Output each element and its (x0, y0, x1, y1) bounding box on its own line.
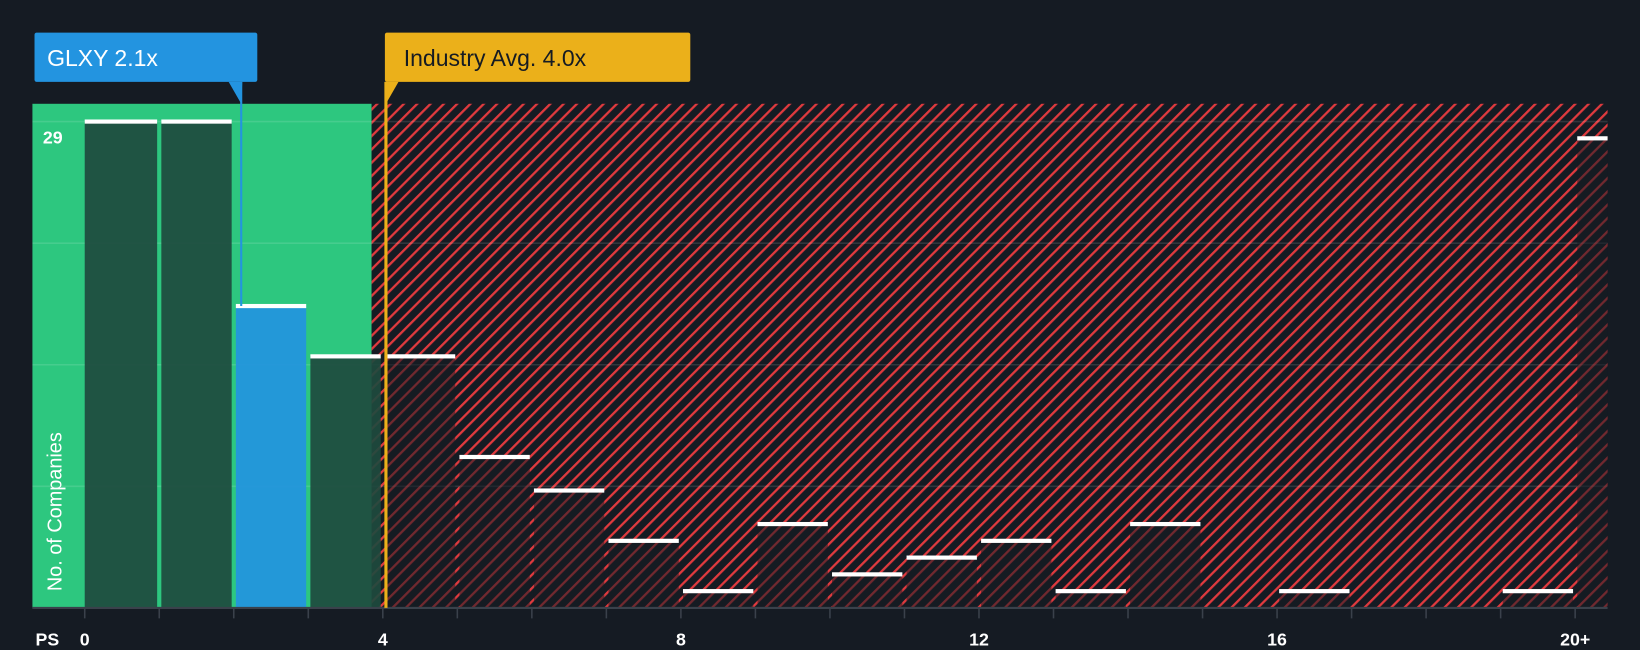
histogram-bar (906, 557, 977, 608)
histogram-bar (1055, 591, 1126, 608)
histogram-bar (459, 456, 530, 608)
y-axis-label: No. of Companies (45, 432, 67, 591)
histogram-bar (832, 574, 903, 608)
bar-cap (906, 555, 977, 560)
histogram-bar (1279, 591, 1350, 608)
bar-cap (533, 488, 605, 493)
bar-cap (235, 303, 307, 309)
histogram-bar (682, 591, 754, 608)
bar-cap (608, 538, 679, 543)
histogram-bar (533, 490, 605, 608)
x-tick-label: 16 (1267, 630, 1287, 650)
histogram-bar (757, 524, 828, 608)
histogram-bar (84, 121, 158, 608)
histogram-bar (1502, 591, 1574, 608)
histogram-bar (608, 540, 679, 608)
industry-marker: Industry Avg. 4.0x (384, 32, 691, 608)
y-tick-label: 29 (43, 128, 63, 148)
bar-cap (1055, 589, 1126, 594)
bar-cap (384, 354, 456, 359)
bar-cap (310, 354, 381, 359)
bar-cap (1279, 589, 1350, 594)
bar-cap (832, 572, 903, 577)
x-axis-label: PS (36, 630, 60, 650)
bar-cap (981, 538, 1052, 543)
histogram-bar (1577, 138, 1608, 608)
histogram-bar (1130, 524, 1201, 608)
bar-cap (1130, 521, 1201, 527)
histogram-bar (161, 121, 232, 608)
industry-label: Industry Avg. 4.0x (404, 45, 587, 71)
bar-cap (459, 454, 530, 460)
bars (84, 119, 1608, 608)
histogram-bar (310, 356, 381, 608)
company-label: GLXY 2.1x (47, 45, 158, 71)
x-tick-label: 8 (676, 630, 686, 650)
bar-cap (757, 521, 828, 527)
x-tick-label: 20+ (1560, 630, 1590, 650)
histogram-bar (384, 356, 456, 608)
bar-cap (1502, 589, 1574, 594)
x-tick-label: 0 (80, 630, 90, 650)
histogram-bar (235, 306, 307, 608)
histogram-bar (981, 540, 1052, 608)
bar-cap (161, 119, 232, 124)
bar-cap (682, 589, 754, 594)
bar-cap (1577, 136, 1608, 141)
bar-cap (84, 119, 158, 124)
x-tick-label: 4 (378, 630, 388, 650)
company-marker: GLXY 2.1x (34, 32, 258, 307)
x-ticks (83, 607, 1576, 619)
x-tick-label: 12 (969, 630, 989, 650)
